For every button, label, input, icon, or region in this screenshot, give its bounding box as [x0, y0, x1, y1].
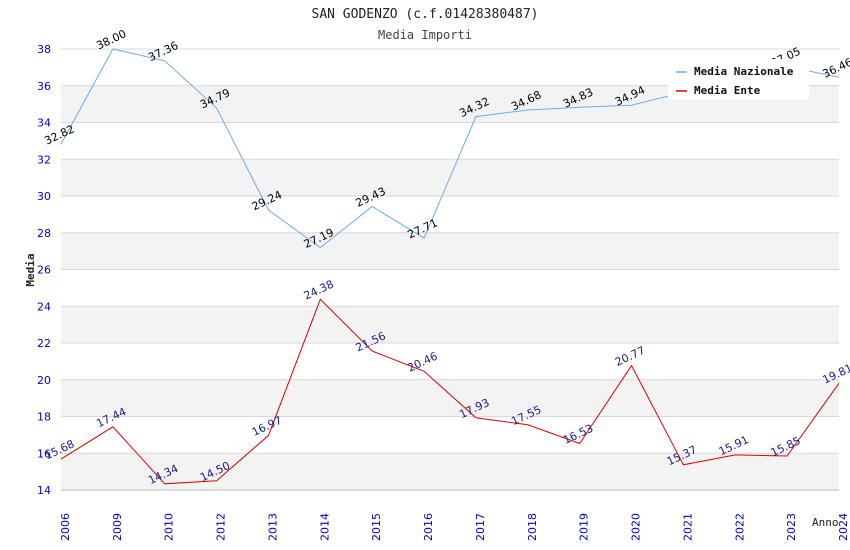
x-axis-label: Anno [812, 516, 839, 529]
legend-label-media-nazionale: Media Nazionale [694, 65, 794, 78]
x-tick-label-2024: 2024 [837, 513, 850, 541]
x-tick-label-2016: 2016 [422, 513, 435, 541]
series-lines [60, 48, 840, 485]
x-tick-label-2012: 2012 [215, 513, 228, 541]
x-tick-label-2020: 2020 [630, 513, 643, 541]
chart-title: SAN GODENZO (c.f.01428380487) [312, 7, 539, 22]
legend-box [668, 59, 809, 99]
gridlines [61, 48, 839, 491]
x-tick-label-2021: 2021 [681, 513, 694, 541]
x-tick-label-2010: 2010 [163, 513, 176, 541]
x-tick-label-2018: 2018 [526, 513, 539, 541]
y-tick-label: 34 [37, 117, 51, 130]
y-tick-label: 18 [37, 411, 51, 424]
x-tick-label-2019: 2019 [578, 513, 591, 541]
y-axis-ticks: 14 16 18 20 22 24 26 28 30 32 34 36 38 [37, 43, 51, 497]
legend: Media Nazionale Media Ente [668, 59, 809, 99]
grid-band [61, 379, 839, 417]
y-tick-label: 38 [37, 43, 51, 56]
y-tick-label: 32 [37, 153, 51, 166]
series-line-media-ente [60, 298, 840, 485]
chart-subtitle: Media Importi [378, 28, 472, 42]
x-tick-label-2017: 2017 [474, 513, 487, 541]
y-tick-label: 24 [37, 300, 51, 313]
x-tick-label-2015: 2015 [370, 513, 383, 541]
series-line-media-nazionale [60, 48, 840, 249]
y-tick-label: 28 [37, 227, 51, 240]
x-tick-label-2014: 2014 [318, 513, 331, 541]
x-tick-label-2023: 2023 [785, 513, 798, 541]
y-tick-label: 30 [37, 190, 51, 203]
x-tick-label-2013: 2013 [266, 513, 279, 541]
y-tick-label: 16 [37, 447, 51, 460]
y-tick-label: 36 [37, 80, 51, 93]
x-tick-label-2009: 2009 [111, 513, 124, 541]
x-axis-ticks: 2006 2009 2010 2012 2013 2014 2015 2016 2017 2018… [59, 513, 850, 541]
y-axis-label: Media [24, 253, 37, 286]
x-tick-label-2022: 2022 [733, 513, 746, 541]
legend-label-media-ente: Media Ente [694, 84, 761, 97]
y-tick-label: 26 [37, 264, 51, 277]
y-tick-label: 14 [37, 484, 51, 497]
grid-band [61, 232, 839, 270]
grid-band [61, 306, 839, 343]
x-tick-label-2006: 2006 [59, 513, 72, 541]
y-tick-label: 20 [37, 374, 51, 387]
y-tick-label: 22 [37, 337, 51, 350]
